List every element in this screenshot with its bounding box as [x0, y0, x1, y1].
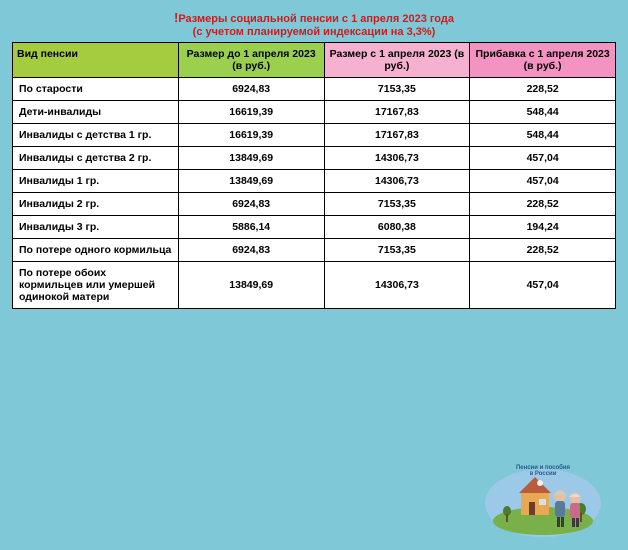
row-label: По старости: [13, 78, 179, 101]
header-row: Вид пенсии Размер до 1 апреля 2023 (в ру…: [13, 43, 616, 78]
row-label: Инвалиды 3 гр.: [13, 216, 179, 239]
row-label: По потере обоих кормильцев или умершей о…: [13, 262, 179, 309]
header-diff: Прибавка с 1 апреля 2023 (в руб.): [470, 43, 616, 78]
table-row: Дети-инвалиды 16619,39 17167,83 548,44: [13, 101, 616, 124]
row-before: 5886,14: [178, 216, 324, 239]
row-before: 6924,83: [178, 78, 324, 101]
row-after: 14306,73: [324, 147, 470, 170]
title-line-2: (с учетом планируемой индексации на 3,3%…: [12, 26, 616, 38]
row-diff: 228,52: [470, 193, 616, 216]
illustration-caption: Пенсии и пособия: [516, 464, 571, 471]
row-label: Инвалиды с детства 1 гр.: [13, 124, 179, 147]
table-row: Инвалиды с детства 1 гр. 16619,39 17167,…: [13, 124, 616, 147]
header-before: Размер до 1 апреля 2023 (в руб.): [178, 43, 324, 78]
row-before: 16619,39: [178, 124, 324, 147]
row-after: 14306,73: [324, 170, 470, 193]
row-after: 7153,35: [324, 239, 470, 262]
row-diff: 548,44: [470, 124, 616, 147]
pension-table: Вид пенсии Размер до 1 апреля 2023 (в ру…: [12, 42, 616, 309]
row-diff: 457,04: [470, 262, 616, 309]
row-before: 13849,69: [178, 170, 324, 193]
title-text-1: Размеры социальной пенсии с 1 апреля 202…: [178, 13, 454, 25]
table-row: По старости 6924,83 7153,35 228,52: [13, 78, 616, 101]
row-before: 6924,83: [178, 193, 324, 216]
table-row: По потере обоих кормильцев или умершей о…: [13, 262, 616, 309]
svg-text:в России: в России: [530, 471, 557, 477]
row-after: 7153,35: [324, 78, 470, 101]
title-line-1: !Размеры социальной пенсии с 1 апреля 20…: [12, 10, 616, 25]
table-body: По старости 6924,83 7153,35 228,52 Дети-…: [13, 78, 616, 309]
table-row: По потере одного кормильца 6924,83 7153,…: [13, 239, 616, 262]
header-type: Вид пенсии: [13, 43, 179, 78]
row-after: 7153,35: [324, 193, 470, 216]
row-after: 17167,83: [324, 101, 470, 124]
row-after: 17167,83: [324, 124, 470, 147]
table-row: Инвалиды 2 гр. 6924,83 7153,35 228,52: [13, 193, 616, 216]
row-diff: 194,24: [470, 216, 616, 239]
row-after: 14306,73: [324, 262, 470, 309]
row-label: Дети-инвалиды: [13, 101, 179, 124]
row-diff: 457,04: [470, 170, 616, 193]
pensioners-illustration: Пенсии и пособия в России: [483, 453, 603, 538]
row-diff: 548,44: [470, 101, 616, 124]
row-diff: 457,04: [470, 147, 616, 170]
table-row: Инвалиды с детства 2 гр. 13849,69 14306,…: [13, 147, 616, 170]
table-row: Инвалиды 3 гр. 5886,14 6080,38 194,24: [13, 216, 616, 239]
row-before: 13849,69: [178, 147, 324, 170]
row-before: 16619,39: [178, 101, 324, 124]
row-label: По потере одного кормильца: [13, 239, 179, 262]
row-diff: 228,52: [470, 78, 616, 101]
row-diff: 228,52: [470, 239, 616, 262]
table-row: Инвалиды 1 гр. 13849,69 14306,73 457,04: [13, 170, 616, 193]
row-after: 6080,38: [324, 216, 470, 239]
header-after: Размер с 1 апреля 2023 (в руб.): [324, 43, 470, 78]
row-before: 13849,69: [178, 262, 324, 309]
row-label: Инвалиды 1 гр.: [13, 170, 179, 193]
row-label: Инвалиды 2 гр.: [13, 193, 179, 216]
row-before: 6924,83: [178, 239, 324, 262]
row-label: Инвалиды с детства 2 гр.: [13, 147, 179, 170]
